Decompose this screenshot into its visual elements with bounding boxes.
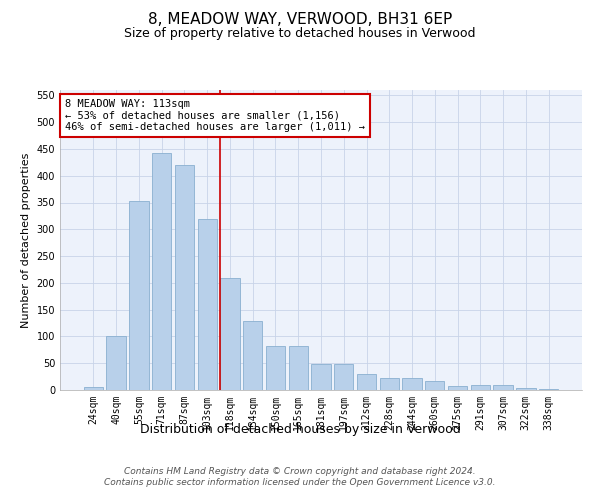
Bar <box>289 346 308 390</box>
Bar <box>106 336 126 390</box>
Text: Size of property relative to detached houses in Verwood: Size of property relative to detached ho… <box>124 28 476 40</box>
Bar <box>448 386 467 390</box>
Bar <box>243 322 262 390</box>
Bar <box>311 364 331 390</box>
Bar <box>84 388 103 390</box>
Bar <box>493 385 513 390</box>
Bar <box>403 378 422 390</box>
Text: 8, MEADOW WAY, VERWOOD, BH31 6EP: 8, MEADOW WAY, VERWOOD, BH31 6EP <box>148 12 452 28</box>
Bar <box>197 218 217 390</box>
Bar <box>334 364 353 390</box>
Bar <box>470 385 490 390</box>
Bar <box>539 389 558 390</box>
Bar <box>380 378 399 390</box>
Bar <box>425 381 445 390</box>
Bar <box>152 152 172 390</box>
Bar <box>175 165 194 390</box>
Bar <box>357 374 376 390</box>
Bar <box>516 388 536 390</box>
Bar <box>266 346 285 390</box>
Text: Distribution of detached houses by size in Verwood: Distribution of detached houses by size … <box>140 422 460 436</box>
Text: 8 MEADOW WAY: 113sqm
← 53% of detached houses are smaller (1,156)
46% of semi-de: 8 MEADOW WAY: 113sqm ← 53% of detached h… <box>65 99 365 132</box>
Bar <box>129 201 149 390</box>
Text: Contains HM Land Registry data © Crown copyright and database right 2024.
Contai: Contains HM Land Registry data © Crown c… <box>104 468 496 487</box>
Y-axis label: Number of detached properties: Number of detached properties <box>21 152 31 328</box>
Bar <box>220 278 239 390</box>
